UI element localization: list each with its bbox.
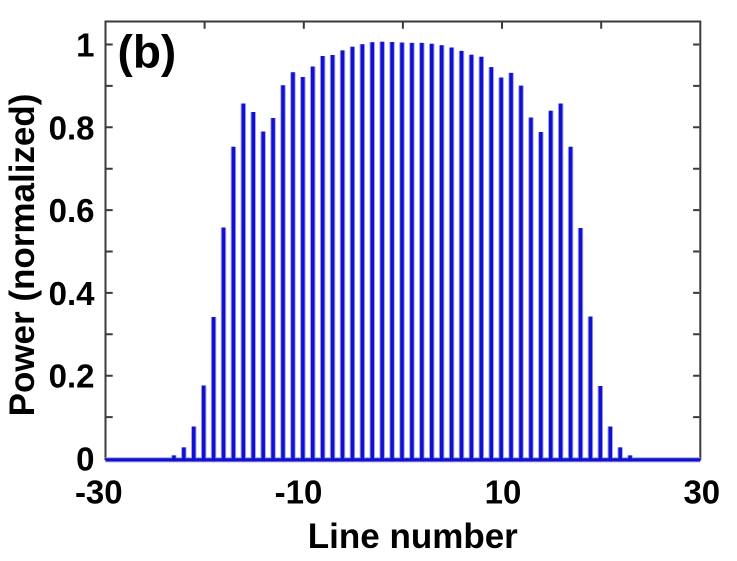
svg-text:0.4: 0.4 [49, 275, 96, 312]
svg-text:-30: -30 [75, 474, 123, 511]
svg-text:-10: -10 [275, 474, 323, 511]
svg-text:0.2: 0.2 [49, 358, 95, 395]
svg-text:1: 1 [76, 27, 94, 64]
svg-text:0.6: 0.6 [49, 192, 95, 229]
svg-text:0: 0 [76, 441, 94, 478]
svg-text:Power (normalized): Power (normalized) [3, 94, 42, 417]
svg-text:0.8: 0.8 [49, 109, 95, 146]
svg-text:Line number: Line number [308, 517, 518, 556]
svg-text:(b): (b) [118, 25, 177, 77]
svg-text:10: 10 [485, 474, 522, 511]
svg-text:30: 30 [683, 474, 720, 511]
